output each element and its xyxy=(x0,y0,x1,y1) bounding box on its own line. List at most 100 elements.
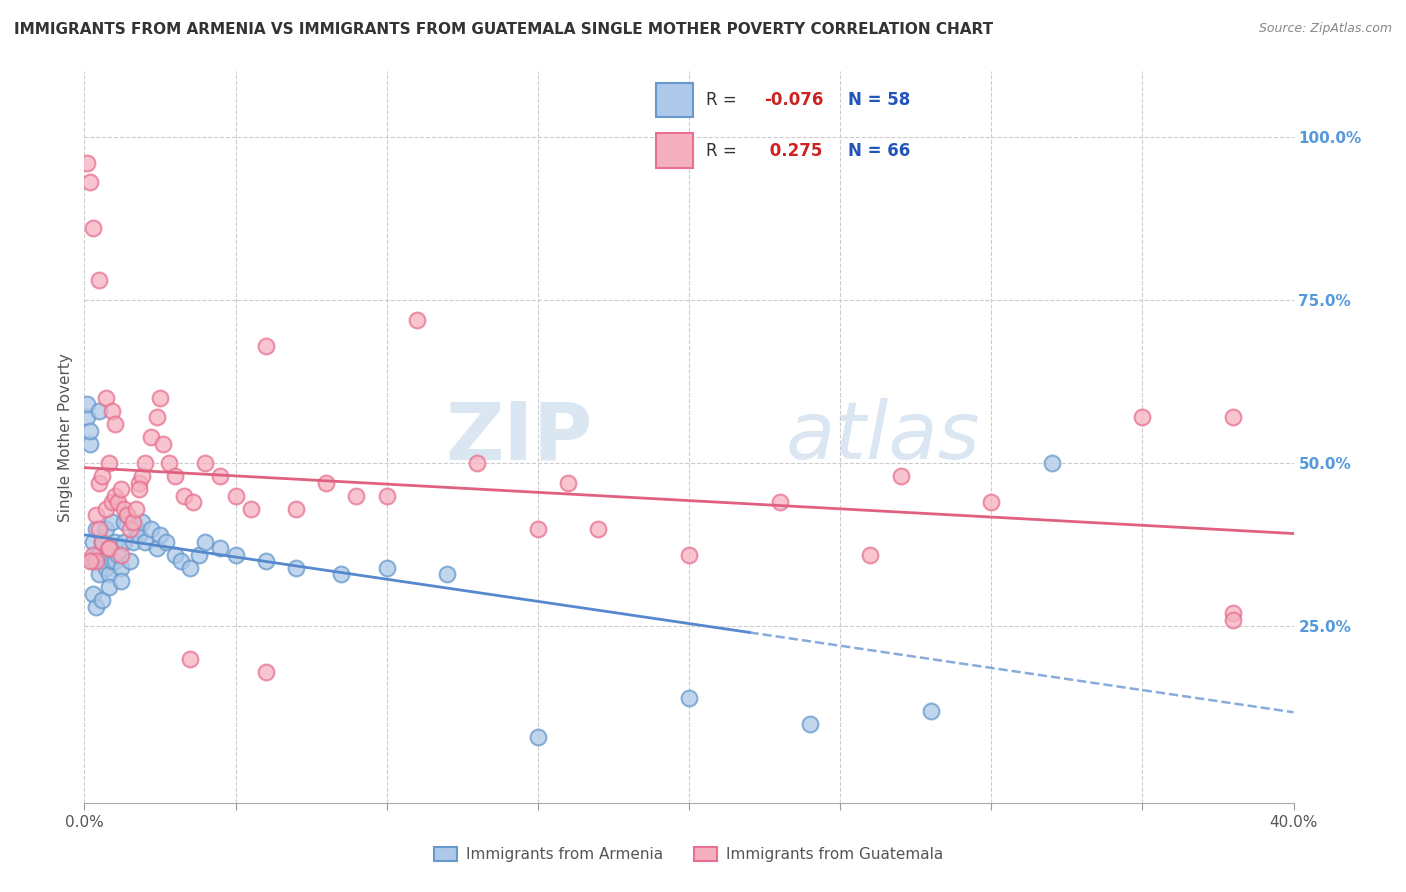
Point xyxy=(315,475,337,490)
Point xyxy=(146,410,169,425)
Point xyxy=(94,502,117,516)
Point xyxy=(76,410,98,425)
Point xyxy=(86,548,108,562)
Point xyxy=(1222,613,1244,627)
Point xyxy=(179,560,201,574)
Point xyxy=(173,489,195,503)
Point xyxy=(110,483,132,497)
Point xyxy=(79,554,101,568)
Point xyxy=(146,541,169,555)
Point xyxy=(406,312,429,326)
Point xyxy=(155,534,177,549)
Point xyxy=(188,548,211,562)
Point xyxy=(436,567,458,582)
Point xyxy=(89,404,111,418)
Point xyxy=(91,554,114,568)
Point xyxy=(82,548,104,562)
Point xyxy=(139,430,162,444)
Point xyxy=(225,548,247,562)
Point xyxy=(225,489,247,503)
Point xyxy=(980,495,1002,509)
Point xyxy=(86,521,108,535)
Point xyxy=(94,391,117,405)
Point xyxy=(285,502,308,516)
Point xyxy=(110,560,132,574)
Point xyxy=(110,574,132,588)
Point xyxy=(100,554,122,568)
Point xyxy=(125,521,148,535)
Text: ZIP: ZIP xyxy=(444,398,592,476)
Point xyxy=(165,548,187,562)
Point xyxy=(467,456,489,470)
Y-axis label: Single Mother Poverty: Single Mother Poverty xyxy=(58,352,73,522)
Point xyxy=(769,495,792,509)
Point xyxy=(557,475,579,490)
Point xyxy=(209,469,232,483)
Point xyxy=(254,665,277,680)
Point xyxy=(131,515,153,529)
Point xyxy=(100,515,122,529)
Point xyxy=(118,554,141,568)
Point xyxy=(79,175,101,189)
Point xyxy=(678,691,700,706)
Point xyxy=(89,475,111,490)
Point xyxy=(100,495,122,509)
Point xyxy=(97,541,120,555)
Point xyxy=(79,424,101,438)
Text: N = 66: N = 66 xyxy=(848,142,910,160)
Point xyxy=(89,567,111,582)
Point xyxy=(375,489,398,503)
Point xyxy=(89,521,111,535)
Point xyxy=(152,436,174,450)
Point xyxy=(149,391,172,405)
Text: R =: R = xyxy=(706,142,741,160)
Point xyxy=(239,502,262,516)
Point xyxy=(112,502,135,516)
Point xyxy=(209,541,232,555)
Text: Source: ZipAtlas.com: Source: ZipAtlas.com xyxy=(1258,22,1392,36)
Point xyxy=(134,456,156,470)
Point xyxy=(194,534,217,549)
FancyBboxPatch shape xyxy=(657,134,693,168)
Point xyxy=(107,548,129,562)
Point xyxy=(678,548,700,562)
FancyBboxPatch shape xyxy=(657,83,693,118)
Point xyxy=(134,534,156,549)
Point xyxy=(97,567,120,582)
Point xyxy=(112,515,135,529)
Text: 0.275: 0.275 xyxy=(765,142,823,160)
Legend: Immigrants from Armenia, Immigrants from Guatemala: Immigrants from Armenia, Immigrants from… xyxy=(429,841,949,868)
Point xyxy=(527,731,550,745)
Point xyxy=(131,469,153,483)
Point xyxy=(118,521,141,535)
Point xyxy=(89,273,111,287)
Text: IMMIGRANTS FROM ARMENIA VS IMMIGRANTS FROM GUATEMALA SINGLE MOTHER POVERTY CORRE: IMMIGRANTS FROM ARMENIA VS IMMIGRANTS FR… xyxy=(14,22,993,37)
Point xyxy=(107,495,129,509)
Point xyxy=(920,705,942,719)
Point xyxy=(91,469,114,483)
Point xyxy=(1040,456,1063,470)
Point xyxy=(181,495,204,509)
Point xyxy=(588,521,610,535)
Point xyxy=(86,508,108,523)
Point xyxy=(86,599,108,614)
Point xyxy=(76,155,98,169)
Point xyxy=(149,528,172,542)
Point xyxy=(82,534,104,549)
Point xyxy=(82,221,104,235)
Text: N = 58: N = 58 xyxy=(848,91,910,109)
Point xyxy=(86,554,108,568)
Point xyxy=(91,534,114,549)
Point xyxy=(1222,410,1244,425)
Point xyxy=(97,456,120,470)
Point xyxy=(799,717,821,731)
Point xyxy=(139,521,162,535)
Point xyxy=(104,417,127,431)
Point xyxy=(82,554,104,568)
Point xyxy=(104,554,127,568)
Point xyxy=(91,593,114,607)
Point xyxy=(254,338,277,352)
Point xyxy=(97,541,120,555)
Text: -0.076: -0.076 xyxy=(765,91,824,109)
Point xyxy=(128,528,150,542)
